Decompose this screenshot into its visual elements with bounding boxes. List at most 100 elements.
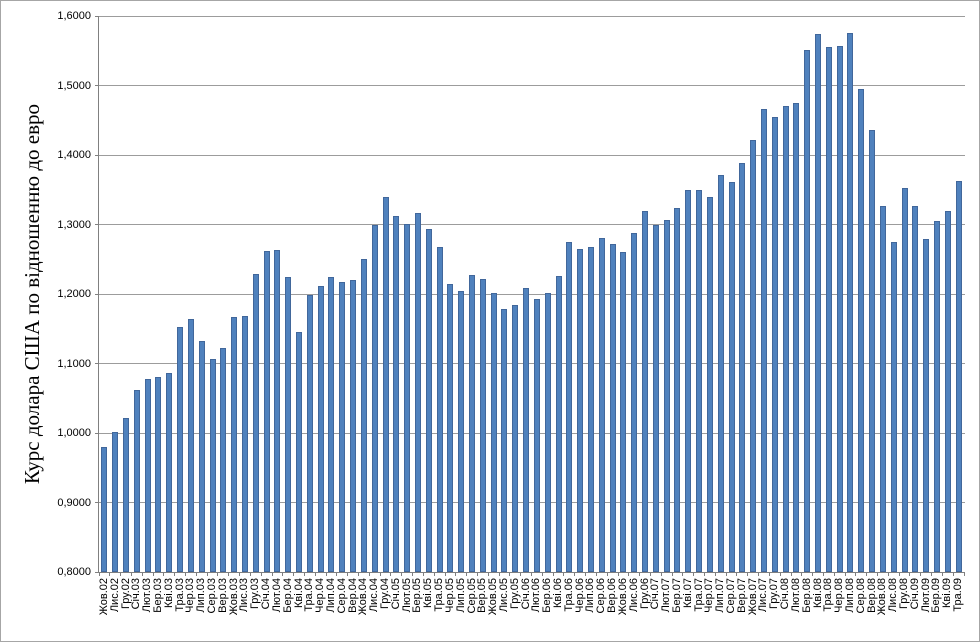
x-tick xyxy=(887,572,889,576)
y-tick xyxy=(95,502,99,503)
x-tick xyxy=(779,572,781,576)
x-tick xyxy=(498,572,500,576)
x-tick xyxy=(574,572,576,576)
bar xyxy=(555,275,562,572)
x-tick xyxy=(768,572,770,576)
bar xyxy=(274,250,281,572)
x-tick xyxy=(941,572,943,576)
x-tick xyxy=(476,572,478,576)
bar xyxy=(609,243,616,572)
x-tick xyxy=(433,572,435,576)
x-tick xyxy=(336,572,338,576)
bar xyxy=(793,102,800,572)
bar xyxy=(490,293,497,572)
bar xyxy=(782,106,789,572)
x-tick xyxy=(152,572,154,576)
bar xyxy=(760,109,767,572)
y-tick-label: 1,5000 xyxy=(57,79,91,92)
bar xyxy=(382,196,389,572)
bar xyxy=(404,223,411,572)
bar xyxy=(858,88,865,572)
x-tick xyxy=(909,572,911,576)
y-tick xyxy=(95,85,99,86)
y-tick-label: 0,8000 xyxy=(57,566,91,578)
y-tick xyxy=(95,15,99,17)
bar xyxy=(231,316,238,572)
bar xyxy=(804,50,811,572)
bar xyxy=(955,181,962,572)
bar xyxy=(750,139,757,572)
bar xyxy=(912,205,919,572)
bar xyxy=(739,162,746,572)
x-tick xyxy=(844,572,846,576)
x-tick xyxy=(585,572,587,576)
gridline xyxy=(99,502,965,503)
x-tick xyxy=(531,572,532,576)
bar xyxy=(944,211,951,572)
bar xyxy=(112,432,119,572)
x-tick xyxy=(855,572,857,576)
x-tick xyxy=(704,572,705,576)
bar xyxy=(652,225,659,572)
bar xyxy=(360,259,367,572)
x-tick xyxy=(163,572,165,576)
x-tick xyxy=(487,572,489,576)
x-tick xyxy=(444,572,446,576)
bar xyxy=(685,189,692,572)
bar xyxy=(587,246,594,572)
x-tick xyxy=(812,572,814,576)
bar xyxy=(620,252,627,572)
bar xyxy=(123,417,130,572)
bar xyxy=(177,327,184,572)
bar xyxy=(923,239,930,572)
x-tick xyxy=(130,572,132,576)
x-tick xyxy=(98,572,100,576)
x-tick xyxy=(271,572,273,576)
bar xyxy=(879,205,886,572)
x-tick xyxy=(412,572,414,576)
x-tick xyxy=(249,572,251,576)
x-tick xyxy=(866,572,868,576)
x-tick xyxy=(606,572,608,576)
bar xyxy=(371,224,378,572)
x-tick xyxy=(541,572,543,576)
bar xyxy=(317,285,324,572)
bar xyxy=(350,280,357,572)
bar xyxy=(631,232,638,572)
bar xyxy=(717,175,724,572)
x-tick xyxy=(931,572,933,576)
gridline xyxy=(99,154,965,156)
x-tick xyxy=(725,572,727,576)
x-tick xyxy=(109,572,111,576)
bar xyxy=(133,389,140,572)
x-tick xyxy=(174,572,176,576)
x-tick xyxy=(520,572,522,576)
x-tick xyxy=(282,572,284,576)
gridline xyxy=(99,363,965,364)
bar xyxy=(836,45,843,572)
x-tick xyxy=(185,572,186,576)
x-tick xyxy=(314,572,316,576)
x-tick xyxy=(120,572,122,576)
x-tick xyxy=(963,572,965,576)
x-tick xyxy=(303,572,305,576)
y-tick-label: 0,9000 xyxy=(57,496,91,509)
x-tick xyxy=(833,572,835,576)
bar xyxy=(241,316,248,572)
bar xyxy=(436,246,443,572)
y-tick xyxy=(95,293,99,295)
x-tick xyxy=(347,572,349,576)
bar xyxy=(479,278,486,572)
bar xyxy=(393,216,400,572)
x-tick xyxy=(390,572,392,576)
bar xyxy=(458,291,465,572)
x-tick xyxy=(628,572,630,576)
bar xyxy=(198,340,205,572)
bar xyxy=(101,446,108,572)
x-tick xyxy=(466,572,468,576)
bar xyxy=(469,275,476,572)
bar xyxy=(869,129,876,572)
bar xyxy=(414,212,421,572)
bar xyxy=(339,282,346,572)
